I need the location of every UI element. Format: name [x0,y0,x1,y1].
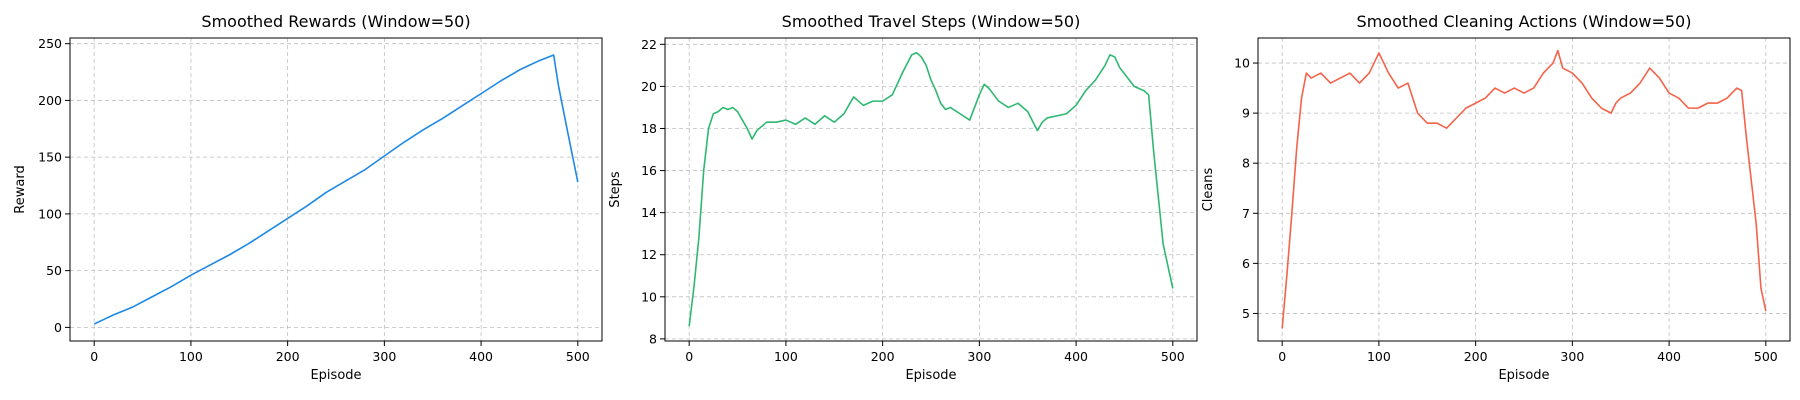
cleaning-actions-y-tick-label: 6 [1242,256,1250,271]
cleaning-actions-x-tick-label: 0 [1278,349,1286,364]
travel-steps-y-tick-label: 14 [641,205,657,220]
cleaning-actions-axes-frame [1257,37,1791,342]
cleaning-actions-x-tick-label: 100 [1367,349,1391,364]
travel-steps-chart-panel: Smoothed Travel Steps (Window=50) Episod… [608,12,1198,383]
rewards-y-tick-label: 100 [38,206,62,221]
travel-steps-y-tick-label: 18 [641,121,657,136]
cleaning-actions-chart-panel: Smoothed Cleaning Actions (Window=50) Ep… [1201,12,1791,383]
travel-steps-axes-frame [664,37,1198,342]
travel-steps-y-tick-label: 20 [641,79,657,94]
travel-steps-x-tick-label: 500 [1161,349,1185,364]
cleaning-actions-y-tick-label: 9 [1242,106,1250,121]
cleaning-actions-x-axis-label: Episode [1498,368,1549,383]
cleaning-actions-y-tick-label: 10 [1234,56,1250,71]
cleaning-actions-series-line [1281,49,1767,329]
cleaning-actions-y-tick-label: 7 [1242,206,1250,221]
rewards-x-tick-label: 0 [90,349,98,364]
rewards-x-tick-label: 100 [179,349,203,364]
rewards-x-tick-label: 300 [372,349,396,364]
rewards-x-tick-label: 500 [566,349,590,364]
travel-steps-x-tick-label: 400 [1064,349,1088,364]
travel-steps-x-tick-label: 0 [685,349,693,364]
rewards-chart-panel: Smoothed Rewards (Window=50) Episode Rew… [13,12,603,383]
travel-steps-x-tick-label: 100 [774,349,798,364]
travel-steps-y-tick-label: 12 [641,247,657,262]
rewards-y-tick-label: 150 [38,150,62,165]
cleaning-actions-x-tick-label: 500 [1754,349,1778,364]
cleaning-actions-x-tick-label: 400 [1657,349,1681,364]
rewards-y-axis-label: Reward [13,165,28,213]
travel-steps-x-tick-label: 200 [871,349,895,364]
cleaning-actions-grid [1258,38,1790,341]
cleaning-actions-chart-title: Smoothed Cleaning Actions (Window=50) [1357,12,1692,31]
rewards-series-line [93,54,579,325]
rewards-x-tick-label: 400 [469,349,493,364]
travel-steps-chart-title: Smoothed Travel Steps (Window=50) [782,12,1081,31]
rewards-y-tick-label: 200 [38,93,62,108]
rewards-x-tick-label: 200 [276,349,300,364]
rewards-y-tick-label: 50 [46,263,62,278]
cleaning-actions-y-tick-label: 5 [1242,306,1250,321]
cleaning-actions-y-tick-label: 8 [1242,156,1250,171]
travel-steps-x-tick-label: 300 [967,349,991,364]
rewards-x-axis-label: Episode [310,368,361,383]
rewards-y-tick-label: 0 [54,320,62,335]
travel-steps-y-axis-label: Steps [608,171,623,208]
rewards-axes-frame [69,37,603,342]
travel-steps-y-tick-label: 22 [641,37,657,52]
cleaning-actions-y-axis-label: Cleans [1201,167,1216,211]
travel-steps-series-line [688,51,1174,327]
travel-steps-y-tick-label: 8 [649,331,657,346]
travel-steps-y-tick-label: 10 [641,289,657,304]
cleaning-actions-x-tick-label: 300 [1560,349,1584,364]
rewards-y-tick-label: 250 [38,36,62,51]
cleaning-actions-x-tick-label: 200 [1464,349,1488,364]
travel-steps-y-tick-label: 16 [641,163,657,178]
travel-steps-x-axis-label: Episode [905,368,956,383]
rewards-grid [70,38,602,341]
rewards-chart-title: Smoothed Rewards (Window=50) [201,12,470,31]
travel-steps-grid [665,38,1197,341]
